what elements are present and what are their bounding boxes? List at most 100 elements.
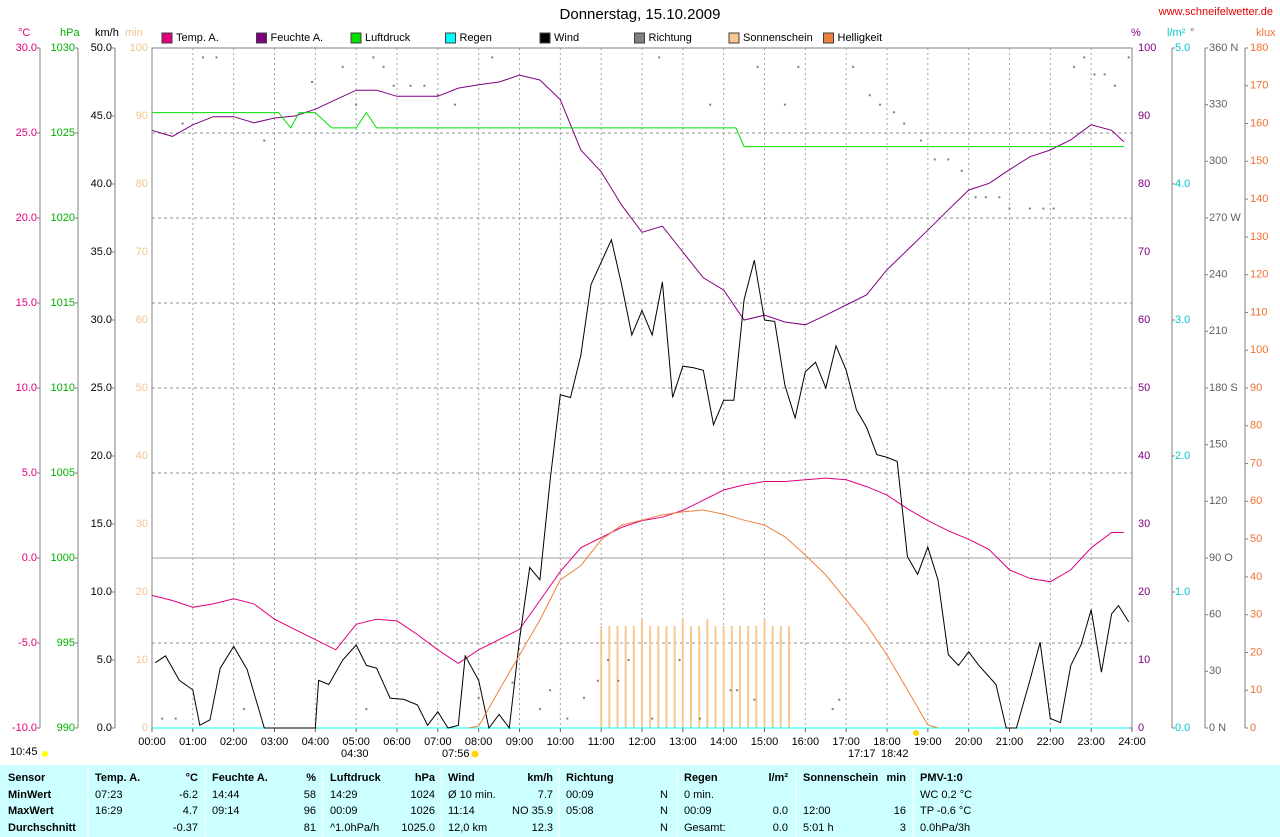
cell-value: 58 [304,789,316,801]
cell-value: 4.7 [183,805,198,817]
sunshine-bar [657,626,660,728]
moon-icon [42,751,48,757]
y-tick-label: 300 [1209,155,1227,167]
cell-value: 1025.0 [401,822,435,834]
y-tick-label: 80 [136,178,148,190]
y-tick-label: 100 [1250,344,1268,356]
direction-dot [678,659,681,661]
y-tick-label: 90 O [1209,552,1233,564]
x-tick-label: 23:00 [1077,736,1105,748]
cell-left: 07:23 [95,789,123,801]
cell-left: 00:09 [684,805,712,817]
y-tick-label: 1020 [51,212,75,224]
y-tick-label: 30.0 [16,42,37,54]
direction-dot [783,103,786,106]
y-tick-label: 25.0 [91,382,112,394]
y-tick-label: 110 [1250,306,1268,318]
legend-label: Regen [460,32,492,44]
x-tick-label: 12:00 [628,736,656,748]
y-tick-label: 160 [1250,117,1268,129]
y-tick-label: -10.0 [12,722,37,734]
column-title: Sensor [8,772,46,784]
x-tick-label: 05:00 [342,736,370,748]
cell-left: 11:14 [448,805,475,817]
direction-dot [903,122,906,125]
direction-dot [311,81,314,83]
axis-unit: °C [18,27,30,39]
direction-dot [181,122,184,125]
direction-dot [879,103,882,106]
direction-dot [607,659,610,661]
legend-label: Temp. A. [176,32,219,44]
y-tick-label: 5.0 [97,654,112,666]
y-tick-label: 5.0 [22,467,37,479]
direction-dot [1042,207,1045,210]
y-tick-label: 50.0 [91,42,112,54]
direction-dot [933,158,936,161]
sunshine-bar [739,626,741,728]
column-unit: l/m² [768,772,788,784]
row-label: Durchschnitt [8,822,76,834]
direction-dot [583,696,586,699]
y-tick-label: 90 [136,110,148,122]
direction-dot [1073,65,1076,68]
cell-left: 0 min. [684,789,714,801]
sunshine-bar [722,626,725,728]
column-unit: % [306,772,316,784]
y-tick-label: 35.0 [91,246,112,258]
x-tick-label: 01:00 [179,736,207,748]
sunshine-bar [632,626,635,728]
y-tick-label: 80 [1138,178,1150,190]
y-tick-label: 80 [1250,420,1262,432]
column-unit: °C [186,772,198,784]
y-tick-label: 50 [1138,382,1150,394]
direction-dot [1113,84,1116,87]
sunshine-bar [649,626,652,728]
y-tick-label: 150 [1209,439,1227,451]
row-label: MinWert [8,789,52,801]
y-tick-label: 1005 [51,467,75,479]
y-tick-label: 60 [1209,609,1221,621]
cell-left: 05:08 [566,805,594,817]
y-tick-label: 30 [1209,665,1221,677]
y-tick-label: 1010 [51,382,75,394]
axis-unit: l/m² [1167,27,1186,39]
y-tick-label: 30 [1138,518,1150,530]
direction-dot [831,708,834,711]
y-tick-label: 240 [1209,269,1227,281]
y-tick-label: 170 [1250,80,1268,92]
sunshine-bar [771,626,774,728]
y-tick-label: 330 [1209,99,1227,111]
cell-left: ^1.0hPa/h [330,822,379,834]
x-tick-label: 18:00 [873,736,901,748]
cell-value: N [660,805,668,817]
direction-dot [263,139,266,142]
direction-dot [658,56,661,59]
x-tick-label: 07:00 [424,736,452,748]
cell-value: 81 [304,822,316,834]
x-tick-label: 00:00 [138,736,166,748]
site-link: www.schneifelwetter.de [1158,6,1273,18]
sunshine-bar [681,619,684,728]
y-tick-label: 20 [1138,586,1150,598]
direction-dot [392,84,395,87]
y-tick-label: 120 [1250,269,1268,281]
axis-unit: min [125,27,143,39]
y-tick-label: 1.0 [1175,586,1190,598]
column-title: Richtung [566,772,614,784]
sunshine-bar [665,626,668,728]
legend-swatch [823,32,834,44]
column-unit: km/h [527,772,553,784]
x-tick-label: 03:00 [261,736,289,748]
y-tick-label: 0.0 [22,552,37,564]
sunshine-bar [600,626,603,728]
cell-value: 0.0 [773,805,788,817]
direction-dot [423,84,426,87]
x-tick-label: 13:00 [669,736,697,748]
sun-icon [471,750,479,758]
y-tick-label: 0 [1138,722,1144,734]
direction-dot [1093,73,1096,76]
table-background [0,765,1280,837]
cell-left: 5:01 h [803,822,834,834]
direction-dot [202,56,205,59]
